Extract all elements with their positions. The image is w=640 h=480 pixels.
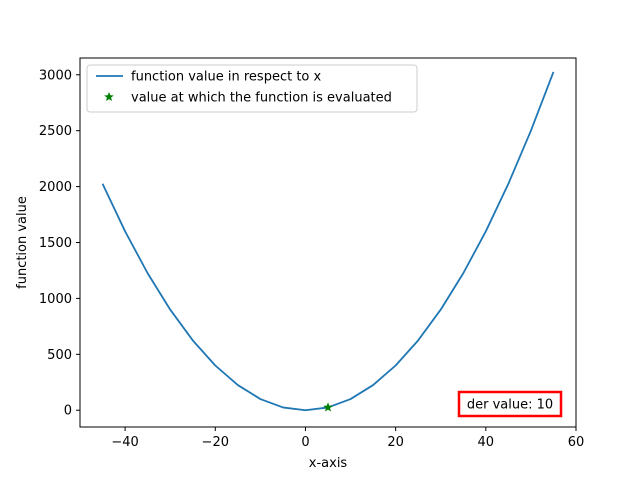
- x-tick-label: −20: [202, 435, 229, 450]
- legend-entry-label: function value in respect to x: [131, 70, 322, 85]
- legend-frame: [86, 64, 418, 113]
- x-axis-label: x-axis: [309, 456, 348, 471]
- x-tick-label: 40: [478, 435, 495, 450]
- y-tick-label: 2500: [39, 124, 72, 139]
- legend-star-swatch: [104, 91, 114, 102]
- x-tick-label: 60: [568, 435, 585, 450]
- legend-entry-label: value at which the function is evaluated: [131, 91, 392, 106]
- y-tick-label: 0: [64, 404, 72, 419]
- plot-area: [101, 71, 555, 412]
- axes: −40 −20 0 20 40 60 0 500 1000 1500 2000 2500 3000: [39, 57, 585, 450]
- y-tick-label: 500: [47, 348, 72, 363]
- x-tick-label: 0: [301, 435, 309, 450]
- annotation-text: der value: 10: [467, 398, 553, 413]
- y-tick-label: 1000: [39, 292, 72, 307]
- y-tick-label: 1500: [39, 236, 72, 251]
- y-tick-label: 2000: [39, 180, 72, 195]
- y-axis-label: function value: [15, 196, 30, 289]
- x-tick-label: 20: [387, 435, 404, 450]
- legend: function value in respect to x value at w…: [86, 64, 418, 113]
- annotation-border: [457, 390, 563, 418]
- y-tick-label: 3000: [39, 68, 72, 83]
- annotation-box: der value: 10: [457, 390, 563, 418]
- data-point-marker: [323, 402, 333, 412]
- x-tick-label: −40: [111, 435, 138, 450]
